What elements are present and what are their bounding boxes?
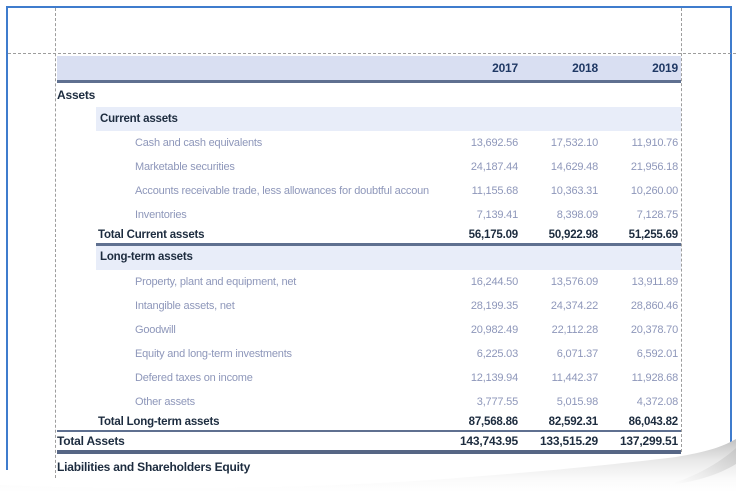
section-row: Assets — [57, 83, 681, 107]
page-border-left — [6, 6, 8, 470]
table-row: Property, plant and equipment, net16,244… — [57, 270, 681, 294]
row-value: 51,255.69 — [598, 229, 678, 241]
row-value: 13,692.56 — [438, 137, 518, 149]
row-label: Equity and long-term investments — [57, 348, 438, 360]
margin-guide-top — [8, 53, 736, 54]
row-value: 14,629.48 — [518, 161, 598, 173]
table-row: Inventories7,139.418,398.097,128.75 — [57, 203, 681, 227]
row-value: 24,187.44 — [438, 161, 518, 173]
row-value: 20,982.49 — [438, 324, 518, 336]
row-label: Long-term assets — [57, 251, 438, 263]
table-header-row: 2017 2018 2019 — [57, 56, 681, 83]
column-header-2017: 2017 — [438, 61, 518, 75]
row-label: Goodwill — [57, 324, 438, 336]
curl-shadow — [0, 439, 736, 492]
report-preview: { "colors": { "page_border": "#3f7ccd", … — [0, 0, 736, 492]
row-value: 10,363.31 — [518, 185, 598, 197]
row-value: 11,442.37 — [518, 372, 598, 384]
row-label: Property, plant and equipment, net — [57, 276, 438, 288]
balance-sheet-table: 2017 2018 2019 Assets Current assets Cash … — [57, 56, 681, 480]
row-label: Current assets — [57, 113, 438, 125]
row-value: 11,910.76 — [598, 137, 678, 149]
table-row: Goodwill20,982.4922,112.2820,378.70 — [57, 318, 681, 342]
table-row: Equity and long-term investments6,225.03… — [57, 342, 681, 366]
column-header-2018: 2018 — [518, 61, 598, 75]
row-value: 4,372.08 — [598, 396, 678, 408]
row-label: Defered taxes on income — [57, 372, 438, 384]
row-value: 10,260.00 — [598, 185, 678, 197]
row-value: 5,015.98 — [518, 396, 598, 408]
row-label: Marketable securities — [57, 161, 438, 173]
row-value: 13,576.09 — [518, 276, 598, 288]
row-label: Intangible assets, net — [57, 300, 438, 312]
row-value: 28,199.35 — [438, 300, 518, 312]
row-value: 21,956.18 — [598, 161, 678, 173]
row-value: 8,398.09 — [518, 209, 598, 221]
table-row: Marketable securities24,187.4414,629.482… — [57, 155, 681, 179]
table-row: Defered taxes on income12,139.9411,442.3… — [57, 366, 681, 390]
row-label: Accounts receivable trade, less allowanc… — [57, 185, 438, 197]
row-value: 16,244.50 — [438, 276, 518, 288]
row-value: 56,175.09 — [438, 229, 518, 241]
row-value: 7,139.41 — [438, 209, 518, 221]
row-value: 20,378.70 — [598, 324, 678, 336]
row-value: 28,860.46 — [598, 300, 678, 312]
row-value: 87,568.86 — [438, 416, 518, 428]
row-value: 13,911.89 — [598, 276, 678, 288]
row-value: 11,155.68 — [438, 185, 518, 197]
row-value: 17,532.10 — [518, 137, 598, 149]
margin-guide-right — [681, 8, 682, 452]
table-row: Other assets3,777.555,015.984,372.08 — [57, 390, 681, 414]
row-label: Inventories — [57, 209, 438, 221]
total-row: Total Current assets56,175.0950,922.9851… — [57, 227, 681, 243]
table-row: Cash and cash equivalents13,692.5617,532… — [57, 131, 681, 155]
page-border-right — [730, 6, 732, 455]
table-row: Intangible assets, net28,199.3524,374.22… — [57, 294, 681, 318]
row-value: 6,071.37 — [518, 348, 598, 360]
row-value: 12,139.94 — [438, 372, 518, 384]
column-header-2019: 2019 — [598, 61, 678, 75]
report-rows: Assets Current assets Cash and cash equiva… — [57, 83, 681, 480]
row-value: 7,128.75 — [598, 209, 678, 221]
row-value: 11,928.68 — [598, 372, 678, 384]
row-value: 6,592.01 — [598, 348, 678, 360]
row-value: 50,922.98 — [518, 229, 598, 241]
row-value: 86,043.82 — [598, 416, 678, 428]
row-label: Other assets — [57, 396, 438, 408]
row-label: Total Long-term assets — [57, 416, 438, 428]
row-value: 22,112.28 — [518, 324, 598, 336]
row-value: 6,225.03 — [438, 348, 518, 360]
total-row: Total Long-term assets87,568.8682,592.31… — [57, 414, 681, 430]
margin-guide-left — [55, 8, 56, 478]
row-label: Cash and cash equivalents — [57, 137, 438, 149]
row-value: 3,777.55 — [438, 396, 518, 408]
row-value: 82,592.31 — [518, 416, 598, 428]
page-curl — [0, 438, 736, 492]
group-header-row: Current assets — [57, 107, 681, 131]
row-label: Total Current assets — [57, 229, 438, 241]
page-border-top — [6, 6, 732, 8]
row-value: 24,374.22 — [518, 300, 598, 312]
row-label: Assets — [57, 88, 438, 102]
group-header-row: Long-term assets — [57, 243, 681, 270]
table-row: Accounts receivable trade, less allowanc… — [57, 179, 681, 203]
